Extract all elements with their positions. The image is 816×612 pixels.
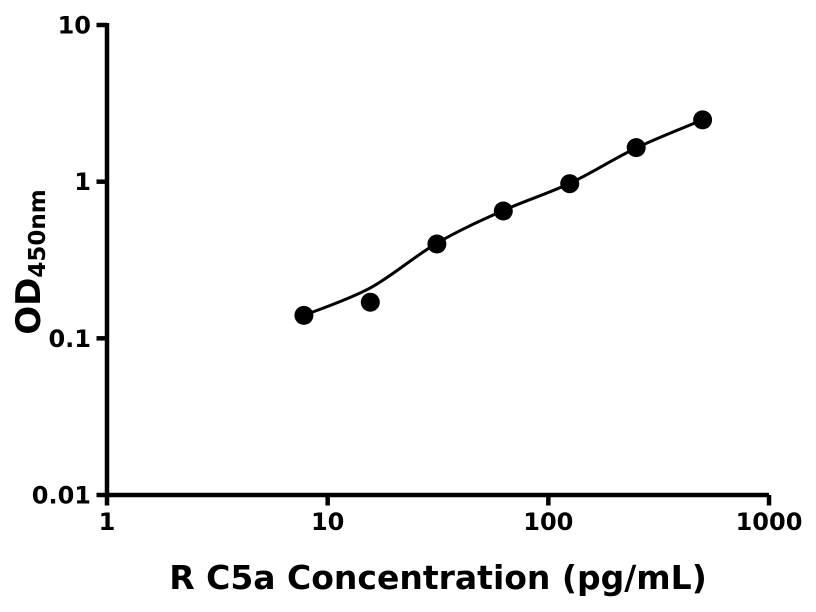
y-axis-title-subscript: 450nm [25, 189, 51, 277]
data-point [294, 305, 314, 325]
y-tick-label: 1 [74, 168, 91, 196]
y-tick-label: 0.1 [48, 325, 91, 353]
data-point [560, 174, 580, 194]
data-point [427, 234, 447, 254]
y-axis-title-main: OD [9, 278, 49, 335]
y-axis-title: OD450nm [9, 189, 51, 335]
data-point [493, 201, 513, 221]
y-tick-label: 0.01 [32, 482, 91, 510]
data-point [626, 138, 646, 158]
x-axis-title: R C5a Concentration (pg/mL) [169, 558, 707, 597]
y-tick-label: 10 [58, 11, 91, 39]
data-point [360, 292, 380, 312]
x-tick-label: 1000 [736, 508, 803, 536]
y-axis: 10 1 0.1 0.01 [32, 11, 107, 510]
axis-spines [104, 23, 769, 498]
x-tick-label: 100 [523, 508, 573, 536]
x-tick-label: 10 [311, 508, 344, 536]
axes [104, 23, 769, 498]
x-axis: 1 10 100 1000 [99, 495, 803, 536]
data-point [693, 110, 713, 130]
data-points [294, 110, 713, 325]
x-tick-label: 1 [99, 508, 116, 536]
